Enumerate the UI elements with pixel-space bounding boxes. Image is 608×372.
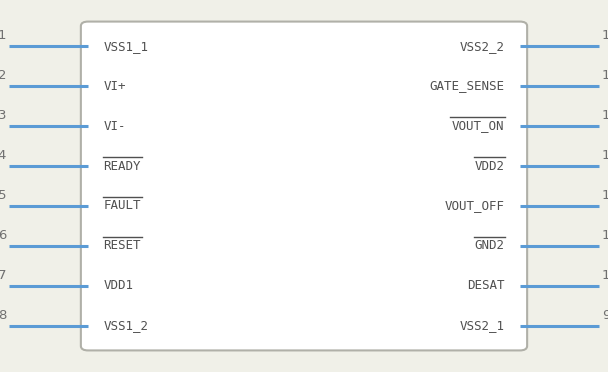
Text: VDD1: VDD1 — [103, 279, 133, 292]
Text: GATE_SENSE: GATE_SENSE — [430, 80, 505, 93]
Text: 14: 14 — [602, 109, 608, 122]
Text: READY: READY — [103, 160, 141, 173]
Text: 15: 15 — [602, 69, 608, 82]
Text: 3: 3 — [0, 109, 6, 122]
FancyBboxPatch shape — [81, 22, 527, 350]
Text: 5: 5 — [0, 189, 6, 202]
Text: 6: 6 — [0, 229, 6, 242]
Text: 9: 9 — [602, 309, 608, 322]
Text: VDD2: VDD2 — [475, 160, 505, 173]
Text: VOUT_OFF: VOUT_OFF — [444, 199, 505, 212]
Text: 2: 2 — [0, 69, 6, 82]
Text: VSS1_2: VSS1_2 — [103, 320, 148, 333]
Text: VOUT_ON: VOUT_ON — [452, 119, 505, 132]
Text: 1: 1 — [0, 29, 6, 42]
Text: VSS2_2: VSS2_2 — [460, 39, 505, 52]
Text: 11: 11 — [602, 229, 608, 242]
Text: RESET: RESET — [103, 240, 141, 253]
Text: FAULT: FAULT — [103, 199, 141, 212]
Text: VI+: VI+ — [103, 80, 126, 93]
Text: VI-: VI- — [103, 119, 126, 132]
Text: GND2: GND2 — [475, 240, 505, 253]
Text: VSS2_1: VSS2_1 — [460, 320, 505, 333]
Text: 16: 16 — [602, 29, 608, 42]
Text: 10: 10 — [602, 269, 608, 282]
Text: 13: 13 — [602, 149, 608, 162]
Text: DESAT: DESAT — [467, 279, 505, 292]
Text: VSS1_1: VSS1_1 — [103, 39, 148, 52]
Text: 7: 7 — [0, 269, 6, 282]
Text: 4: 4 — [0, 149, 6, 162]
Text: 12: 12 — [602, 189, 608, 202]
Text: 8: 8 — [0, 309, 6, 322]
